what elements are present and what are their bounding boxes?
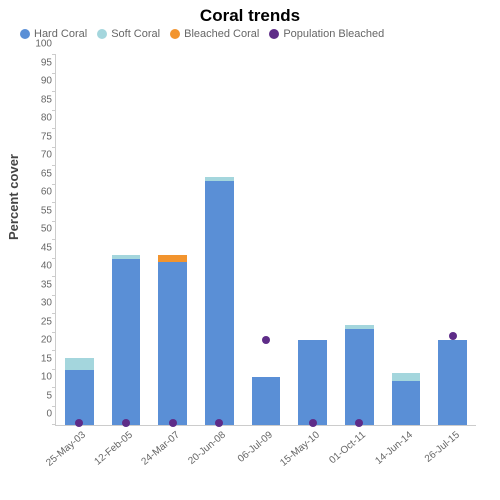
bar-soft-coral [345,325,374,329]
bar-hard-coral [252,377,281,425]
legend-swatch [269,29,279,39]
x-tick-label: 26-Jul-15 [451,425,455,430]
bar-hard-coral [205,181,234,425]
plot-area: 0510152025303540455055606570758085909510… [55,55,476,426]
bar-hard-coral [65,370,94,426]
bar-bleached-coral [158,255,187,262]
y-tick-label: 30 [41,298,56,309]
y-tick-label: 40 [41,261,56,272]
coral-trends-chart: { "title": "Coral trends", "title_fontsi… [0,0,500,500]
y-tick-label: 65 [41,168,56,179]
legend-label: Soft Coral [111,28,160,40]
bar-soft-coral [112,255,141,259]
y-tick-label: 55 [41,205,56,216]
bar-soft-coral [392,373,421,380]
y-tick-label: 50 [41,224,56,235]
bar-hard-coral [345,329,374,425]
y-tick-label: 95 [41,57,56,68]
bar-hard-coral [112,259,141,426]
x-tick-label: 14-Jun-14 [404,425,408,430]
population-bleached-marker [169,419,177,427]
legend-swatch [97,29,107,39]
y-tick-label: 0 [46,409,56,420]
y-axis-label: Percent cover [6,154,21,240]
y-tick-label: 5 [46,390,56,401]
population-bleached-marker [449,332,457,340]
y-tick-label: 35 [41,279,56,290]
population-bleached-marker [75,419,83,427]
chart-title: Coral trends [0,0,500,28]
bar-hard-coral [392,381,421,425]
legend-item: Population Bleached [269,28,384,40]
y-tick-label: 70 [41,150,56,161]
y-tick-label: 75 [41,131,56,142]
y-tick-label: 60 [41,187,56,198]
y-tick-label: 15 [41,353,56,364]
y-tick-label: 90 [41,76,56,87]
population-bleached-marker [122,419,130,427]
legend-swatch [170,29,180,39]
y-tick-label: 25 [41,316,56,327]
x-tick-label: 06-Jul-09 [264,425,268,430]
bar-hard-coral [158,262,187,425]
legend-item: Soft Coral [97,28,160,40]
y-tick-label: 85 [41,94,56,105]
population-bleached-marker [355,419,363,427]
population-bleached-marker [262,336,270,344]
legend-label: Bleached Coral [184,28,259,40]
y-tick-label: 100 [35,39,56,50]
y-tick-label: 10 [41,372,56,383]
y-tick-label: 80 [41,113,56,124]
population-bleached-marker [309,419,317,427]
bar-hard-coral [298,340,327,425]
legend-label: Population Bleached [283,28,384,40]
bar-hard-coral [438,340,467,425]
legend-item: Bleached Coral [170,28,259,40]
legend: Hard CoralSoft CoralBleached CoralPopula… [0,28,500,40]
bar-soft-coral [65,358,94,369]
y-tick-label: 45 [41,242,56,253]
y-tick-label: 20 [41,335,56,346]
legend-swatch [20,29,30,39]
bar-soft-coral [205,177,234,181]
population-bleached-marker [215,419,223,427]
